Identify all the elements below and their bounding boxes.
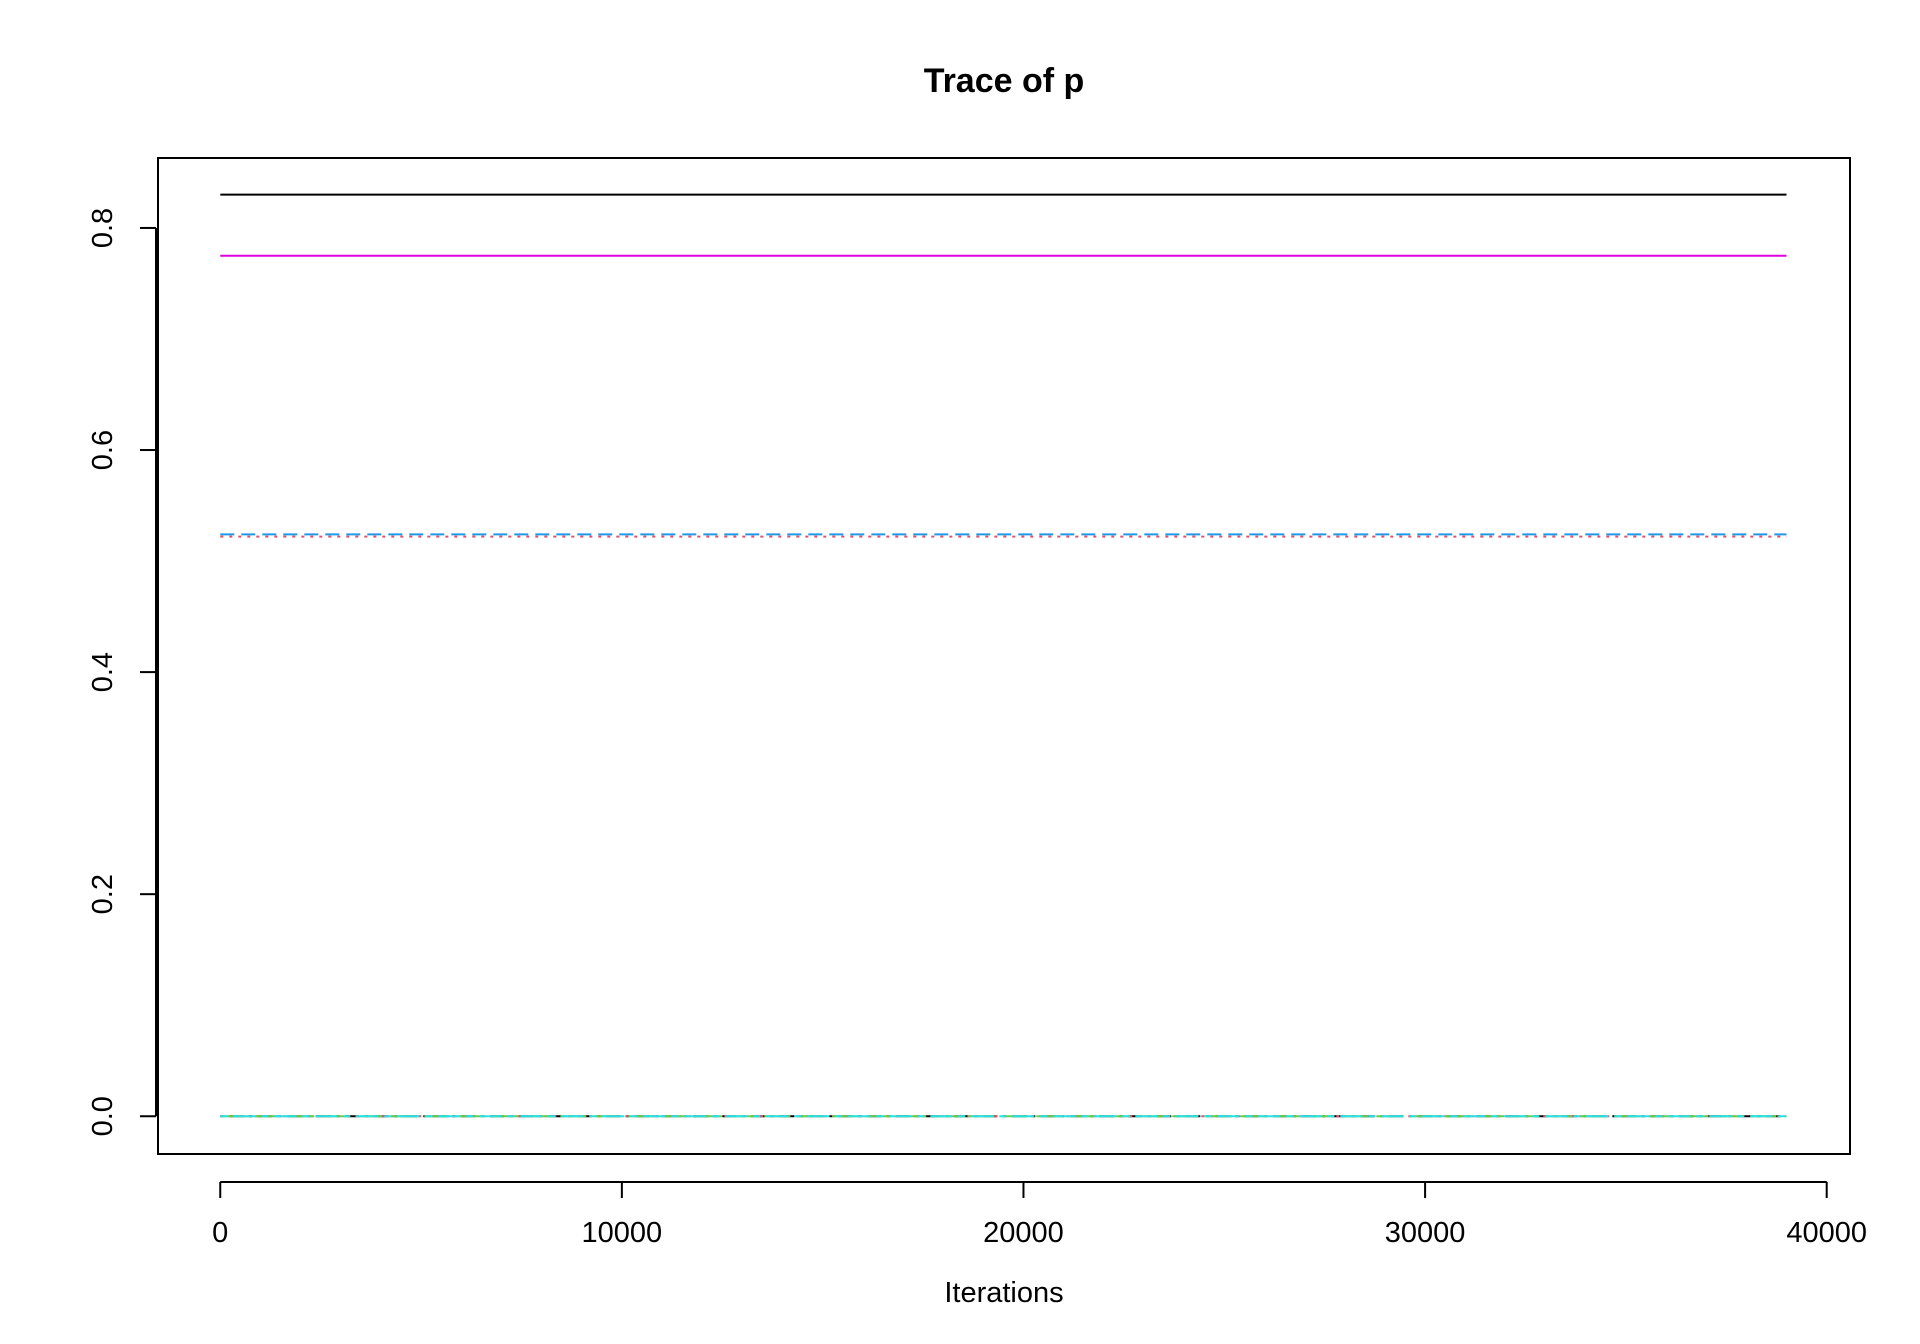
y-tick-label: 0.2 bbox=[87, 874, 119, 914]
plot-frame bbox=[157, 157, 1851, 1155]
x-tick-label: 30000 bbox=[1385, 1217, 1466, 1249]
y-tick-label: 0.6 bbox=[87, 430, 119, 470]
y-tick-label: 0.8 bbox=[87, 208, 119, 248]
chart-title: Trace of p bbox=[924, 62, 1085, 100]
x-tick-label: 0 bbox=[212, 1217, 228, 1249]
y-axis: 0.0 0.2 0.4 0.6 0.8 bbox=[87, 208, 157, 1136]
x-tick-label: 10000 bbox=[582, 1217, 663, 1249]
x-axis-label: Iterations bbox=[944, 1277, 1063, 1309]
y-tick-label: 0.4 bbox=[87, 652, 119, 692]
y-tick-label: 0.0 bbox=[87, 1096, 119, 1136]
x-tick-label: 40000 bbox=[1786, 1217, 1867, 1249]
series-layer bbox=[220, 193, 1787, 1118]
x-tick-label: 20000 bbox=[983, 1217, 1064, 1249]
x-axis: 0 10000 20000 30000 40000 bbox=[212, 1181, 1867, 1249]
